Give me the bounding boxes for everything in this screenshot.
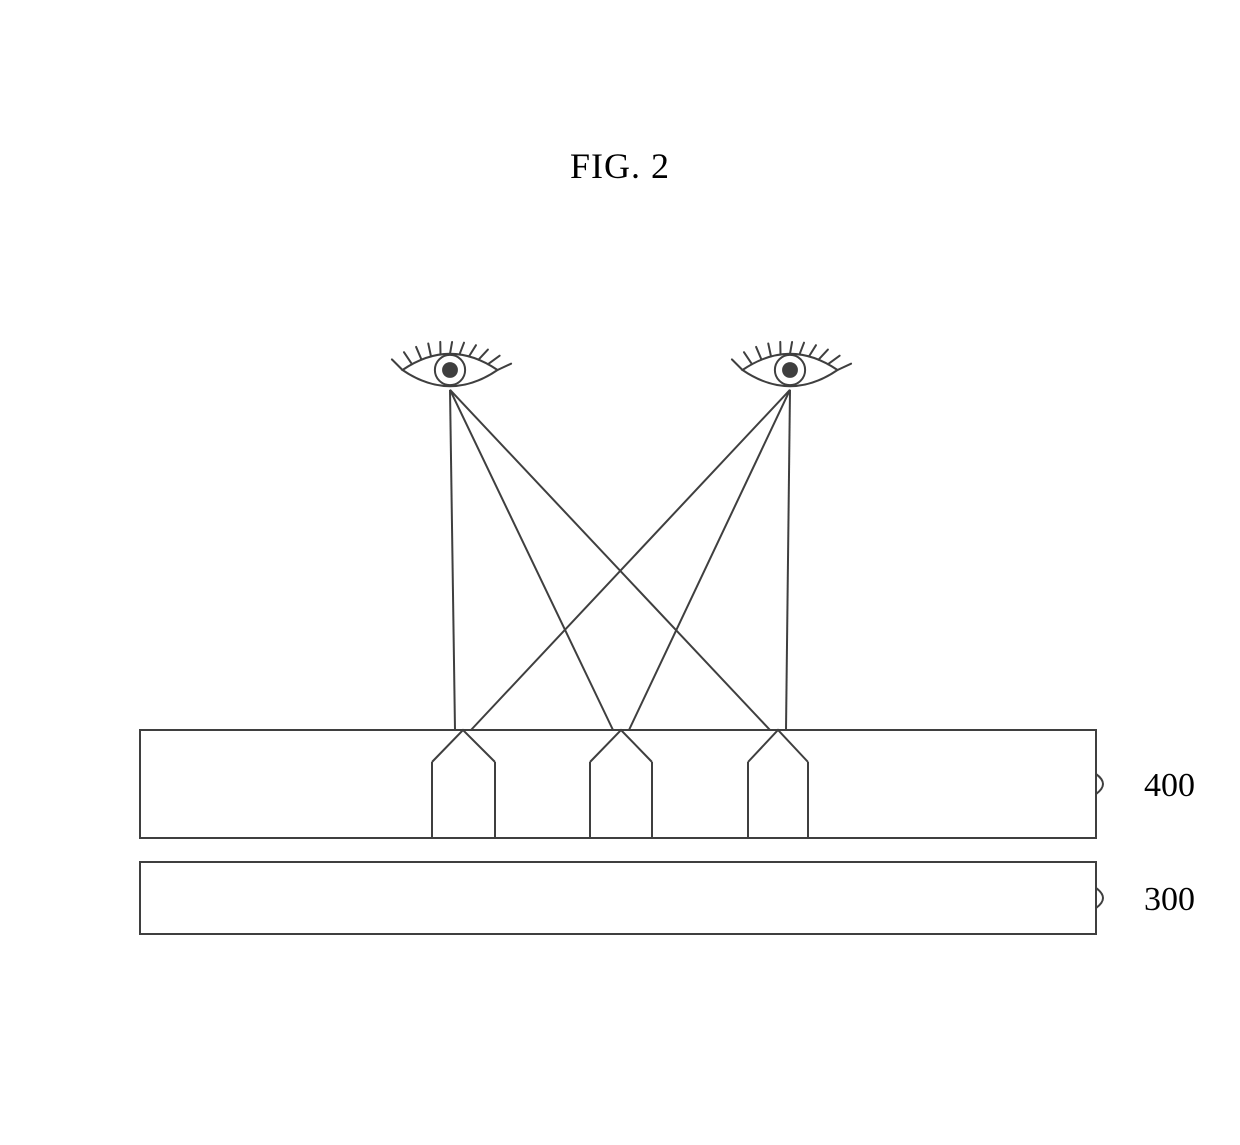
- layer-lower: [140, 862, 1096, 934]
- ray: [450, 390, 613, 730]
- layer-label-upper: 400: [1144, 767, 1195, 804]
- leader-arc-lower: [1096, 888, 1103, 908]
- leader-arc-upper: [1096, 774, 1103, 794]
- layer-upper: [140, 730, 1096, 838]
- ray: [786, 390, 790, 730]
- ray: [450, 390, 455, 730]
- ray: [471, 390, 790, 730]
- eye-left-icon: [392, 342, 511, 386]
- lens-roof-1: [590, 730, 652, 762]
- eye-right-icon: [732, 342, 851, 386]
- figure-title: FIG. 2: [570, 145, 670, 187]
- ray: [629, 390, 790, 730]
- lens-roof-2: [748, 730, 808, 762]
- ray: [450, 390, 770, 730]
- diagram-canvas: FIG. 2 400 300: [0, 0, 1240, 1140]
- layer-label-lower: 300: [1144, 881, 1195, 918]
- lens-roof-0: [432, 730, 495, 762]
